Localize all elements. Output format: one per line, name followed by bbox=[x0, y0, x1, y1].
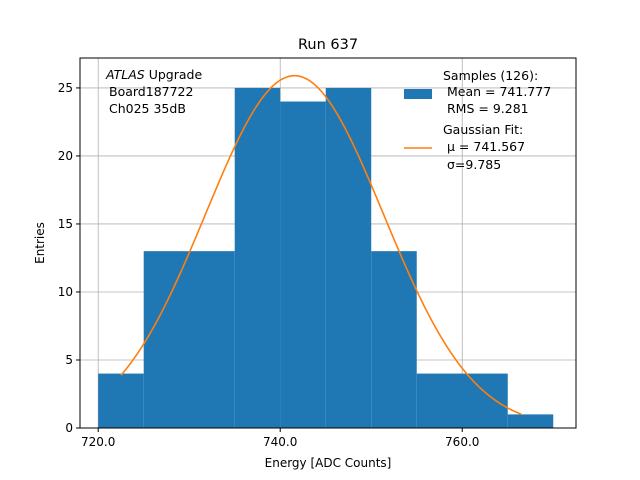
histogram-bar bbox=[416, 373, 508, 428]
histogram-bar bbox=[280, 101, 326, 428]
y-tick-label: 15 bbox=[58, 217, 73, 231]
x-axis-label: Energy [ADC Counts] bbox=[265, 456, 392, 470]
legend-fit-sigma: σ=9.785 bbox=[447, 157, 501, 172]
histogram-bar bbox=[507, 414, 554, 428]
histogram-bar bbox=[325, 87, 372, 429]
annotation-line-1: ATLAS Upgrade bbox=[105, 67, 202, 82]
y-tick-label: 10 bbox=[58, 285, 73, 299]
legend-fit-mu: μ = 741.567 bbox=[447, 139, 525, 154]
y-tick-label: 25 bbox=[58, 81, 73, 95]
gaussian-fit-line bbox=[120, 74, 522, 416]
x-tick-label: 740.0 bbox=[263, 435, 297, 449]
chart-title: Run 637 bbox=[298, 37, 358, 53]
legend: Samples (126): Mean = 741.777 RMS = 9.28… bbox=[404, 68, 551, 172]
histogram-bar bbox=[98, 373, 144, 428]
y-axis-label: Entries bbox=[33, 222, 47, 264]
x-tick-label: 720.0 bbox=[81, 435, 115, 449]
legend-fit-title: Gaussian Fit: bbox=[443, 122, 523, 137]
annotation-atlas: ATLAS bbox=[105, 67, 145, 82]
atlas-annotation: ATLAS Upgrade Board187722 Ch025 35dB bbox=[105, 67, 202, 116]
annotation-channel: Ch025 35dB bbox=[109, 101, 186, 116]
x-axis-ticks: 720.0 740.0 760.0 bbox=[81, 428, 479, 449]
y-tick-label: 5 bbox=[65, 353, 73, 367]
histogram-bar bbox=[143, 251, 235, 428]
histogram-bar bbox=[234, 87, 281, 429]
x-tick-label: 760.0 bbox=[445, 435, 479, 449]
plot-frame bbox=[79, 57, 577, 429]
y-tick-label: 0 bbox=[65, 421, 73, 435]
legend-histogram-mean: Mean = 741.777 bbox=[447, 84, 551, 99]
y-tick-label: 20 bbox=[58, 149, 73, 163]
histogram-bar bbox=[371, 251, 417, 428]
legend-histogram-rms: RMS = 9.281 bbox=[447, 101, 529, 116]
legend-histogram-title: Samples (126): bbox=[443, 68, 538, 83]
y-axis-ticks: 0 5 10 15 20 25 bbox=[58, 81, 80, 435]
histogram-bars bbox=[98, 87, 554, 429]
annotation-upgrade: Upgrade bbox=[145, 67, 203, 82]
legend-histogram-swatch bbox=[404, 89, 432, 99]
annotation-board: Board187722 bbox=[109, 84, 193, 99]
